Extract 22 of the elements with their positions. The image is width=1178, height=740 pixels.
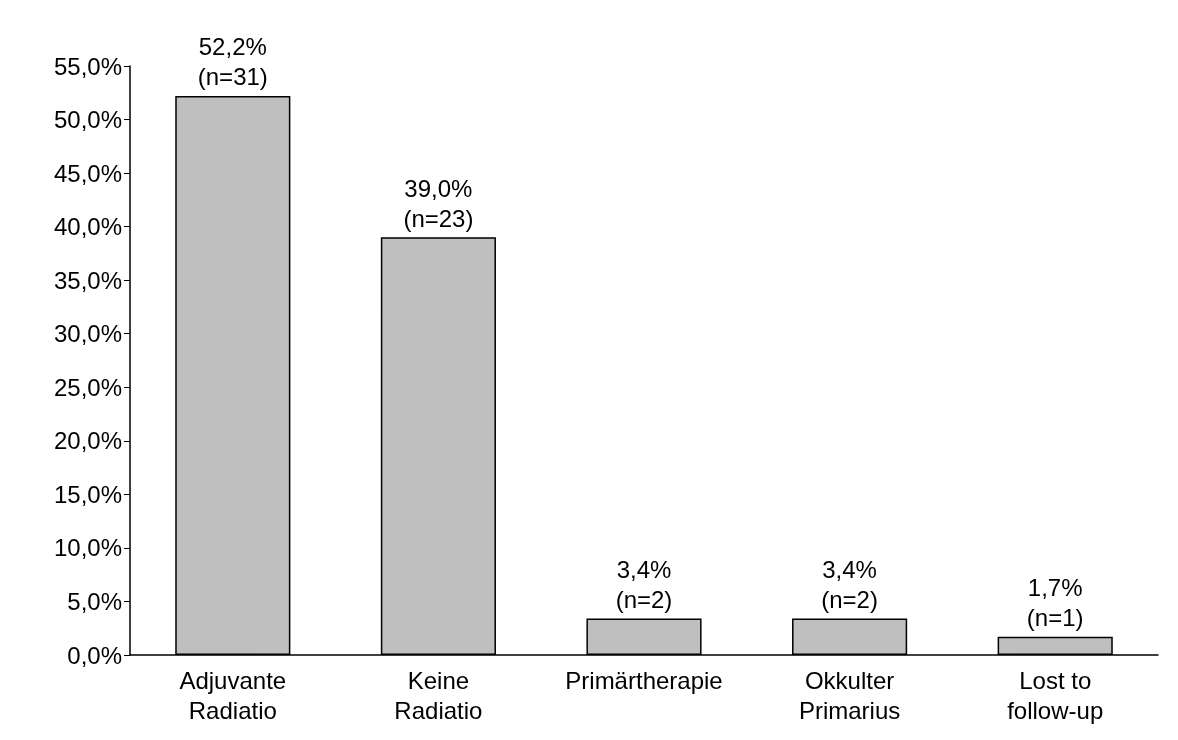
y-tick-label: 40,0%: [53, 213, 122, 241]
x-tick-label: Okkulter Primarius: [798, 666, 901, 724]
y-tick-label: 25,0%: [53, 373, 122, 401]
data-label: 52,2% (n=31): [197, 33, 268, 91]
x-tick-label: Lost to follow-up: [1007, 666, 1104, 724]
data-label: 3,4% (n=2): [615, 556, 673, 614]
x-tick-label: Keine Radiatio: [394, 666, 483, 724]
y-tick-label: 5,0%: [67, 587, 122, 615]
y-tick-label: 50,0%: [53, 106, 122, 134]
y-tick-label: 35,0%: [53, 266, 122, 294]
y-tick-label: 0,0%: [67, 641, 122, 669]
data-label: 3,4% (n=2): [821, 556, 878, 614]
y-tick-label: 10,0%: [53, 534, 122, 562]
x-tick-label: Adjuvante Radiatio: [179, 666, 287, 724]
y-tick-label: 15,0%: [53, 480, 122, 508]
y-tick-label: 30,0%: [53, 320, 122, 348]
data-label: 39,0% (n=23): [403, 174, 474, 232]
y-tick-label: 55,0%: [53, 52, 122, 80]
y-tick-label: 45,0%: [53, 159, 122, 187]
data-label: 1,7% (n=1): [1026, 574, 1084, 632]
x-tick-label: Primärtherapie: [565, 666, 723, 694]
y-tick-label: 20,0%: [53, 427, 122, 455]
